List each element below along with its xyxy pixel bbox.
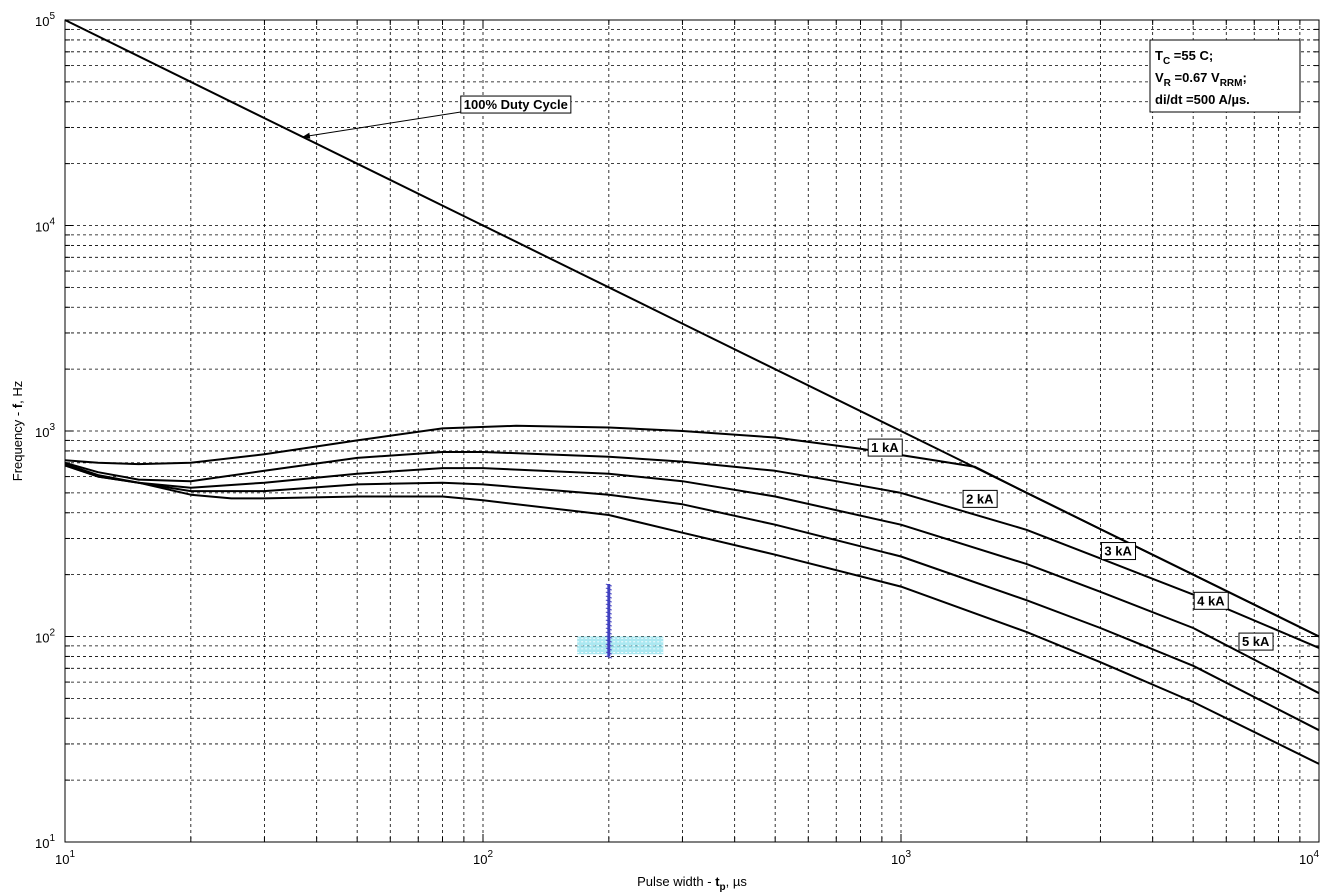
marker-stem-hatch — [605, 583, 612, 587]
series-label-box — [867, 438, 903, 457]
condition-reverse-voltage: VR =0.67 VRRM; — [1155, 70, 1247, 89]
y-tick-label: 104 — [35, 217, 55, 235]
y-tick-label: 102 — [35, 628, 55, 646]
conditions-box-frame — [1149, 39, 1301, 113]
marker-stem-hatch — [605, 655, 612, 659]
y-tick-label: 103 — [35, 422, 55, 440]
series-line-5 — [64, 464, 1320, 765]
label-arrow — [302, 111, 461, 138]
marker-stem-hatch — [605, 643, 612, 647]
y-axis-label: Frequency - f, Hz — [10, 381, 25, 481]
conditions-box: TC =55 C; VR =0.67 VRRM; di/dt =500 A/µs… — [1149, 39, 1301, 113]
marker-stem-hatch — [605, 635, 612, 639]
marker-stem-hatch — [605, 619, 612, 623]
y-tick-label: 105 — [35, 11, 55, 29]
series-label: 5 kA — [1242, 634, 1270, 649]
x-tick-label: 103 — [891, 849, 911, 867]
marker-stem-hatch — [605, 647, 612, 651]
grid — [65, 20, 1319, 842]
marker-stem-hatch — [605, 615, 612, 619]
series-label-box — [460, 95, 572, 114]
marker-stem-hatch — [605, 603, 612, 607]
series-line-4 — [64, 464, 1320, 732]
x-axis-label: Pulse width - tp, µs — [637, 874, 747, 893]
marker-stem-hatch — [605, 595, 612, 599]
series-label: 1 kA — [871, 440, 899, 455]
marker-stem-hatch — [605, 623, 612, 627]
label-arrowhead — [302, 132, 311, 139]
marker-band — [577, 636, 664, 655]
series-line-2 — [64, 451, 1320, 649]
series-labels: 100% Duty Cycle 1 kA 2 kA 3 kA 4 kA 5 kA — [302, 95, 1274, 651]
series-line-1 — [64, 424, 1320, 638]
series-label: 100% Duty Cycle — [464, 97, 568, 112]
series-label-box — [1238, 632, 1274, 651]
y-tick-label: 101 — [35, 833, 55, 851]
cursor-marker — [577, 583, 664, 659]
marker-stem-hatch — [605, 591, 612, 595]
series-label: 2 kA — [966, 491, 994, 506]
x-tick-label: 104 — [1299, 849, 1319, 867]
marker-stem-hatch — [605, 599, 612, 603]
marker-stem-hatch — [605, 607, 612, 611]
marker-stem-hatch — [605, 627, 612, 631]
marker-stem-hatch — [605, 611, 612, 615]
condition-case-temperature: TC =55 C; — [1155, 48, 1213, 67]
series-label-box — [962, 489, 998, 508]
series-line-3 — [64, 463, 1320, 695]
series-label-box — [1193, 591, 1229, 610]
series-label: 4 kA — [1197, 593, 1225, 608]
series-label-box — [1100, 542, 1137, 561]
marker-stem-hatch — [605, 587, 612, 591]
marker-stem-hatch — [605, 651, 612, 655]
marker-stem-hatch — [605, 631, 612, 635]
x-tick-label: 102 — [473, 849, 493, 867]
series-lines — [64, 19, 1320, 765]
marker-stem-hatch — [605, 639, 612, 643]
x-tick-label: 101 — [55, 849, 75, 867]
condition-didt: di/dt =500 A/µs. — [1155, 92, 1250, 107]
tick-labels: 101 102 103 104 101 102 103 104 105 — [35, 11, 1319, 867]
series-label: 3 kA — [1104, 544, 1132, 559]
